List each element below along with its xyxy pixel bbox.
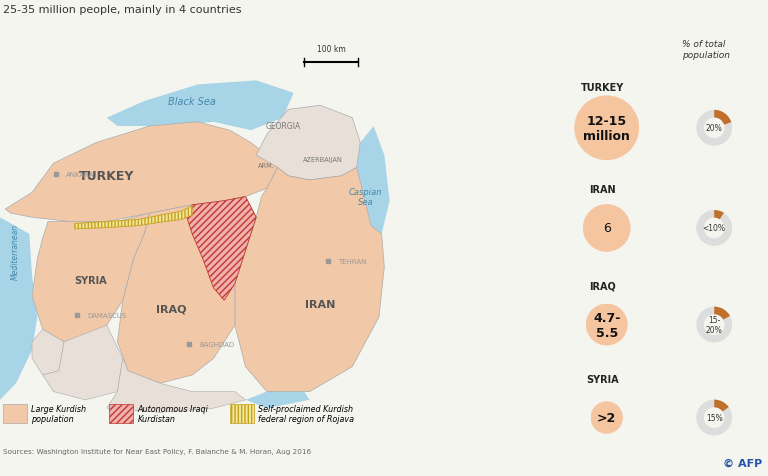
Text: 20%: 20% [706, 124, 723, 133]
Text: >2: >2 [597, 411, 617, 424]
Wedge shape [697, 307, 732, 343]
FancyBboxPatch shape [109, 404, 134, 423]
Text: IRAN: IRAN [590, 185, 616, 195]
Text: GEORGIA: GEORGIA [265, 122, 300, 131]
Text: IRAN: IRAN [305, 300, 336, 310]
Text: IRAQ: IRAQ [156, 304, 186, 314]
Text: 6: 6 [603, 222, 611, 235]
Polygon shape [32, 214, 150, 342]
Text: 4.7-
5.5: 4.7- 5.5 [593, 311, 621, 339]
Polygon shape [235, 168, 384, 392]
Polygon shape [107, 358, 246, 412]
Polygon shape [43, 326, 123, 400]
Circle shape [591, 401, 623, 434]
Text: IRAQ: IRAQ [590, 280, 616, 290]
FancyBboxPatch shape [230, 404, 253, 423]
Text: TEHRAN: TEHRAN [338, 258, 366, 264]
Wedge shape [714, 210, 724, 220]
Text: TURKEY: TURKEY [581, 82, 624, 92]
Text: Autonomous Iraqi
Kurdistan: Autonomous Iraqi Kurdistan [137, 404, 209, 423]
Text: Black Sea: Black Sea [168, 97, 216, 107]
Circle shape [574, 96, 639, 161]
Text: % of total
population: % of total population [682, 40, 730, 60]
Text: BAGHDAD: BAGHDAD [199, 341, 234, 347]
Text: © AFP: © AFP [723, 458, 762, 468]
Wedge shape [697, 400, 732, 436]
Wedge shape [697, 210, 732, 247]
Wedge shape [714, 400, 729, 412]
FancyBboxPatch shape [2, 404, 27, 423]
Text: Large Kurdish
population: Large Kurdish population [31, 404, 86, 423]
Text: DAMASCUS: DAMASCUS [87, 312, 126, 318]
Text: AZERBAIJAN: AZERBAIJAN [303, 157, 343, 163]
Text: 25-35 million people, mainly in 4 countries: 25-35 million people, mainly in 4 countr… [2, 5, 241, 15]
Text: 15%: 15% [706, 413, 723, 422]
Wedge shape [697, 110, 732, 147]
Circle shape [586, 304, 627, 346]
Polygon shape [5, 123, 277, 222]
Polygon shape [107, 81, 293, 131]
Text: 15-
20%: 15- 20% [706, 315, 723, 335]
Text: Self-proclaimed Kurdish
federal region of Rojava: Self-proclaimed Kurdish federal region o… [258, 404, 354, 423]
Polygon shape [187, 197, 257, 301]
Text: TURKEY: TURKEY [79, 170, 134, 183]
Polygon shape [257, 106, 360, 180]
Text: Sources: Washington Institute for Near East Policy, F. Balanche & M. Horan, Aug : Sources: Washington Institute for Near E… [2, 448, 311, 454]
Text: Mediterranean: Mediterranean [11, 223, 19, 279]
Circle shape [583, 205, 631, 252]
Text: SYRIA: SYRIA [74, 275, 107, 285]
Text: <10%: <10% [703, 224, 726, 233]
Wedge shape [714, 110, 731, 125]
Text: ANKARA: ANKARA [65, 171, 94, 178]
Text: Caspian
Sea: Caspian Sea [349, 188, 382, 207]
Polygon shape [118, 197, 257, 384]
Polygon shape [0, 218, 38, 400]
Text: ARM.: ARM. [259, 163, 275, 169]
Text: SYRIA: SYRIA [587, 374, 619, 384]
Wedge shape [714, 307, 730, 320]
Polygon shape [74, 206, 192, 229]
Text: 12-15
million: 12-15 million [583, 115, 631, 142]
Polygon shape [32, 330, 64, 375]
Polygon shape [356, 127, 389, 234]
Text: 100 km: 100 km [316, 45, 346, 54]
Polygon shape [246, 384, 310, 408]
